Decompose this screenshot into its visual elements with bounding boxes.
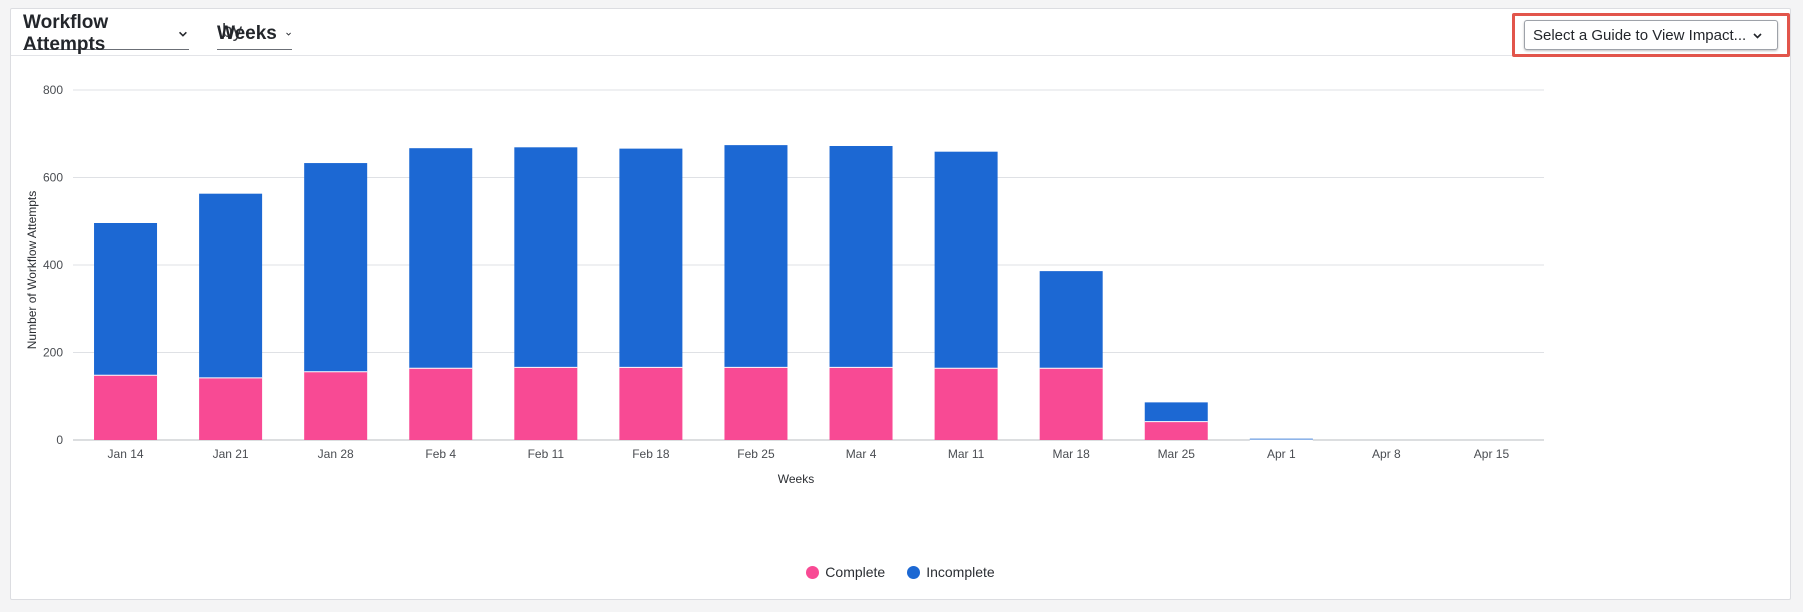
bar-complete[interactable] (829, 367, 893, 440)
x-tick-label: Mar 25 (1158, 447, 1196, 461)
metric-dropdown-label: Workflow Attempts (23, 12, 109, 55)
chevron-down-icon (1753, 33, 1762, 39)
bar-complete[interactable] (1144, 421, 1208, 440)
metric-dropdown[interactable]: Workflow Attempts (23, 12, 189, 55)
chart-card: Workflow Attempts by Weeks Select a Guid… (10, 8, 1791, 600)
axes: 0 200 400 600 800 Jan 14 Jan 21 Jan 28 Feb 4 Feb … (43, 83, 1509, 461)
workflow-attempts-chart: 0 200 400 600 800 Jan 14 Jan 21 Jan 28 Feb 4 Feb … (25, 83, 1544, 486)
bar-complete[interactable] (619, 367, 683, 440)
x-tick-label: Apr 15 (1474, 447, 1510, 461)
bar-incomplete[interactable] (514, 147, 578, 368)
y-tick-label: 400 (43, 258, 63, 272)
bar-complete[interactable] (934, 368, 998, 440)
x-tick-label: Jan 28 (318, 447, 354, 461)
by-label: by (222, 21, 243, 42)
legend-label-complete: Complete (825, 564, 886, 580)
chart-header: Workflow Attempts by Weeks Select a Guid… (11, 9, 1790, 57)
bar-incomplete[interactable] (199, 193, 263, 378)
y-tick-label: 600 (43, 171, 63, 185)
x-tick-label: Feb 11 (528, 447, 565, 461)
bar-complete[interactable] (409, 368, 473, 440)
x-tick-label: Apr 1 (1267, 447, 1296, 461)
period-dropdown-label: Weeks (217, 23, 277, 44)
legend-swatch-complete (806, 565, 820, 579)
legend-swatch-incomplete (907, 565, 921, 579)
x-tick-label: Jan 21 (213, 447, 249, 461)
bar-incomplete[interactable] (1039, 271, 1103, 369)
bar-incomplete[interactable] (619, 148, 683, 368)
y-axis-title: Number of Workflow Attempts (25, 191, 39, 350)
bar-complete[interactable] (94, 375, 158, 440)
x-tick-label: Mar 4 (846, 447, 877, 461)
x-tick-label: Jan 14 (108, 447, 144, 461)
x-tick-label: Feb 4 (425, 447, 456, 461)
chevron-down-icon (286, 32, 291, 36)
bar-complete[interactable] (1039, 368, 1103, 440)
x-tick-label: Mar 18 (1052, 447, 1090, 461)
bar-incomplete[interactable] (1144, 402, 1208, 422)
bar-complete[interactable] (199, 377, 263, 440)
bar-incomplete[interactable] (1249, 438, 1313, 440)
x-tick-label: Mar 11 (948, 447, 985, 461)
bar-incomplete[interactable] (934, 151, 998, 369)
bar-complete[interactable] (724, 367, 788, 440)
y-tick-label: 200 (43, 346, 63, 360)
bar-incomplete[interactable] (829, 146, 893, 368)
bar-incomplete[interactable] (304, 163, 368, 372)
bar-incomplete[interactable] (94, 223, 158, 376)
legend-item-incomplete[interactable]: Incomplete (907, 564, 995, 580)
x-tick-label: Apr 8 (1372, 447, 1401, 461)
bars (94, 145, 1313, 441)
chevron-down-icon (179, 31, 187, 37)
bar-complete[interactable] (514, 367, 578, 440)
bar-incomplete[interactable] (409, 148, 473, 369)
x-tick-label: Feb 25 (737, 447, 775, 461)
guide-select-placeholder: Select a Guide to View Impact... (1533, 26, 1747, 44)
legend-label-incomplete: Incomplete (926, 564, 995, 580)
y-tick-label: 800 (43, 83, 63, 97)
legend-item-complete[interactable]: Complete (806, 564, 885, 580)
bar-incomplete[interactable] (724, 145, 788, 368)
bar-complete[interactable] (304, 371, 368, 440)
period-dropdown[interactable]: Weeks (217, 19, 292, 50)
guide-select[interactable]: Select a Guide to View Impact... (1524, 20, 1778, 50)
x-tick-label: Feb 18 (632, 447, 670, 461)
x-axis-title: Weeks (778, 472, 814, 486)
guide-select-highlight: Select a Guide to View Impact... (1512, 13, 1790, 57)
grid-lines (73, 89, 1544, 441)
y-tick-label: 0 (56, 433, 63, 447)
chart-legend: Complete Incomplete (11, 564, 1790, 580)
